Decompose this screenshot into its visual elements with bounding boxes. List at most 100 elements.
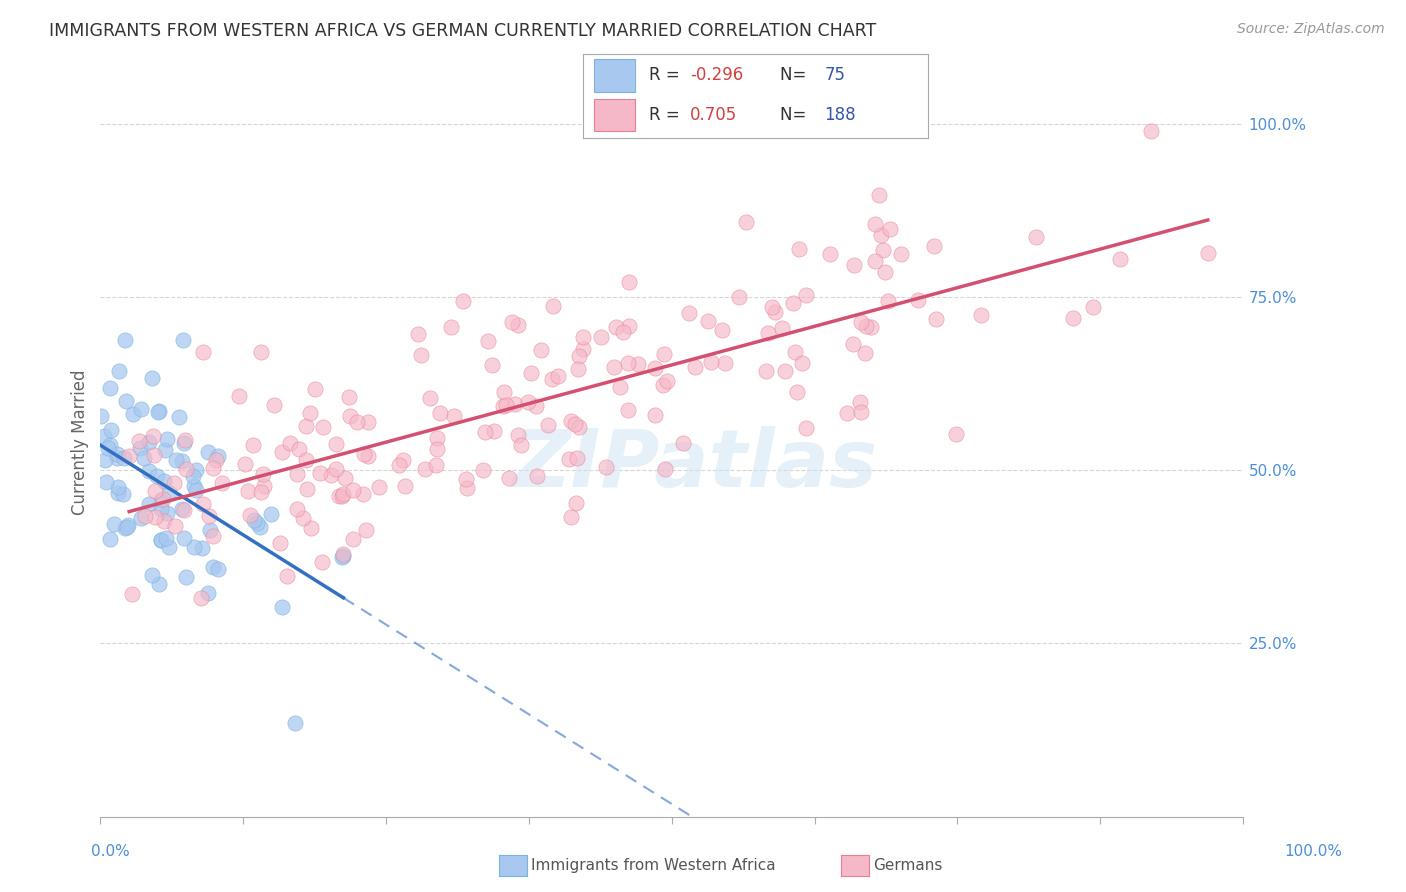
Point — [595, 460, 617, 475]
Point — [354, 524, 377, 538]
Point — [115, 520, 138, 534]
Point — [560, 509, 582, 524]
Point — [121, 587, 143, 601]
Point — [156, 432, 179, 446]
Point — [287, 442, 309, 456]
Point — [426, 431, 449, 445]
Point — [495, 399, 517, 413]
Point — [1062, 310, 1084, 325]
Point — [114, 333, 136, 347]
Point — [481, 358, 503, 372]
Point — [565, 496, 588, 510]
Point — [474, 425, 496, 440]
Point — [332, 549, 354, 563]
Point — [309, 467, 332, 481]
Point — [619, 318, 641, 333]
Point — [970, 308, 993, 322]
Point — [114, 521, 136, 535]
Point — [352, 487, 374, 501]
Point — [325, 461, 347, 475]
Point — [157, 485, 180, 500]
Point — [506, 427, 529, 442]
Point — [855, 319, 877, 334]
Point — [644, 409, 666, 423]
Point — [143, 448, 166, 462]
Point — [143, 484, 166, 499]
Text: R =: R = — [650, 66, 685, 84]
Point — [163, 475, 186, 490]
Point — [426, 442, 449, 457]
Text: Germans: Germans — [873, 858, 942, 872]
Point — [197, 586, 219, 600]
Point — [491, 399, 513, 413]
Point — [152, 492, 174, 507]
Point — [115, 394, 138, 409]
Bar — [593, 60, 636, 92]
Point — [276, 569, 298, 583]
Point — [763, 305, 786, 319]
Point — [157, 541, 180, 555]
Point — [332, 487, 354, 501]
Point — [132, 450, 155, 465]
Point — [191, 497, 214, 511]
Point — [367, 480, 389, 494]
Point — [651, 378, 673, 392]
Point — [501, 316, 523, 330]
Point — [451, 294, 474, 309]
Point — [543, 299, 565, 313]
Point — [325, 436, 347, 450]
Point — [520, 367, 543, 381]
Point — [626, 357, 648, 371]
Bar — [593, 99, 636, 131]
Point — [246, 516, 269, 531]
Point — [153, 514, 176, 528]
Point — [392, 452, 415, 467]
Point — [530, 343, 553, 357]
Point — [173, 435, 195, 450]
Point — [1108, 252, 1130, 267]
Point — [482, 424, 505, 438]
Point — [644, 361, 666, 376]
Point — [837, 406, 859, 420]
Point — [319, 467, 342, 482]
Point — [278, 435, 301, 450]
Point — [163, 519, 186, 533]
Point — [537, 418, 560, 433]
Point — [494, 385, 516, 400]
Point — [201, 559, 224, 574]
Point — [711, 323, 734, 337]
Point — [271, 445, 294, 459]
Point — [820, 247, 842, 261]
Point — [105, 451, 128, 466]
Point — [353, 447, 375, 461]
Point — [879, 222, 901, 236]
Point — [167, 409, 190, 424]
Point — [129, 510, 152, 524]
Point — [129, 442, 152, 456]
Point — [617, 356, 640, 370]
Point — [787, 242, 810, 256]
Point — [107, 364, 129, 378]
Point — [558, 452, 581, 467]
Point — [860, 319, 883, 334]
Point — [443, 409, 465, 423]
Point — [148, 404, 170, 418]
Point — [541, 372, 564, 386]
Point — [100, 423, 122, 437]
Point — [146, 468, 169, 483]
Text: -0.296: -0.296 — [690, 66, 744, 84]
Point — [619, 275, 641, 289]
Point — [922, 238, 945, 252]
Point — [498, 471, 520, 485]
Text: 0.0%: 0.0% — [91, 845, 131, 859]
Point — [269, 535, 291, 549]
Point — [138, 498, 160, 512]
Point — [794, 421, 817, 435]
Text: 188: 188 — [824, 106, 856, 124]
Point — [477, 334, 499, 349]
Point — [503, 397, 526, 411]
Point — [134, 508, 156, 523]
Point — [118, 449, 141, 463]
Text: Immigrants from Western Africa: Immigrants from Western Africa — [531, 858, 776, 872]
Point — [409, 348, 432, 362]
